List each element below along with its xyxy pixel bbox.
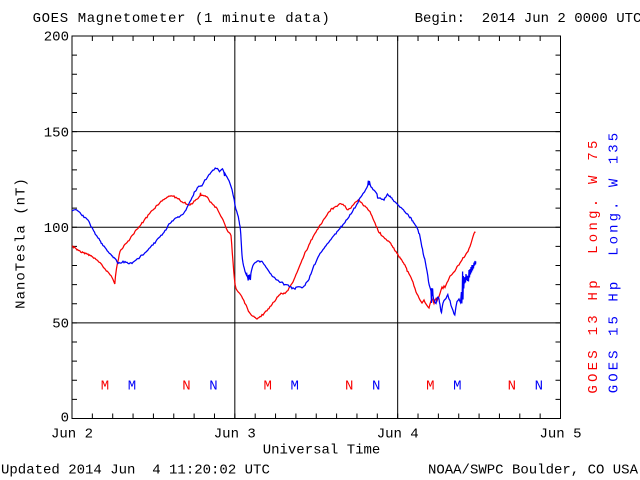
svg-text:N: N [508,379,516,395]
svg-text:N: N [535,379,543,395]
svg-text:N: N [345,379,353,395]
svg-text:GOES Magnetometer (1 minute da: GOES Magnetometer (1 minute data) [33,11,331,27]
svg-text:200: 200 [44,30,69,46]
svg-text:NanoTesla (nT): NanoTesla (nT) [14,177,30,309]
svg-text:Jun 3: Jun 3 [214,427,256,443]
svg-text:Updated 2014 Jun 4 11:20:02 U: Updated 2014 Jun 4 11:20:02 UTC [1,463,270,479]
svg-text:0: 0 [61,411,69,427]
svg-text:M: M [453,379,461,395]
svg-text:100: 100 [44,221,69,237]
svg-text:GOES 15 Hp Long. W 135: GOES 15 Hp Long. W 135 [607,130,623,393]
svg-text:N: N [372,379,380,395]
svg-text:NOAA/SWPC Boulder, CO USA: NOAA/SWPC Boulder, CO USA [428,463,639,479]
svg-text:M: M [101,379,109,395]
svg-text:N: N [209,379,217,395]
svg-text:Begin: 2014 Jun 2 0000 UTC: Begin: 2014 Jun 2 0000 UTC [415,11,640,27]
svg-text:N: N [182,379,190,395]
svg-text:GOES 13 Hp Long. W 75: GOES 13 Hp Long. W 75 [586,137,602,393]
svg-text:Universal Time: Universal Time [263,443,381,459]
svg-text:Jun 5: Jun 5 [539,427,581,443]
svg-text:M: M [290,379,298,395]
svg-text:M: M [426,379,434,395]
svg-text:50: 50 [52,317,69,333]
svg-text:Jun 2: Jun 2 [51,427,93,443]
svg-text:M: M [263,379,271,395]
svg-text:M: M [128,379,136,395]
svg-text:150: 150 [44,125,69,141]
svg-text:Jun 4: Jun 4 [377,427,419,443]
